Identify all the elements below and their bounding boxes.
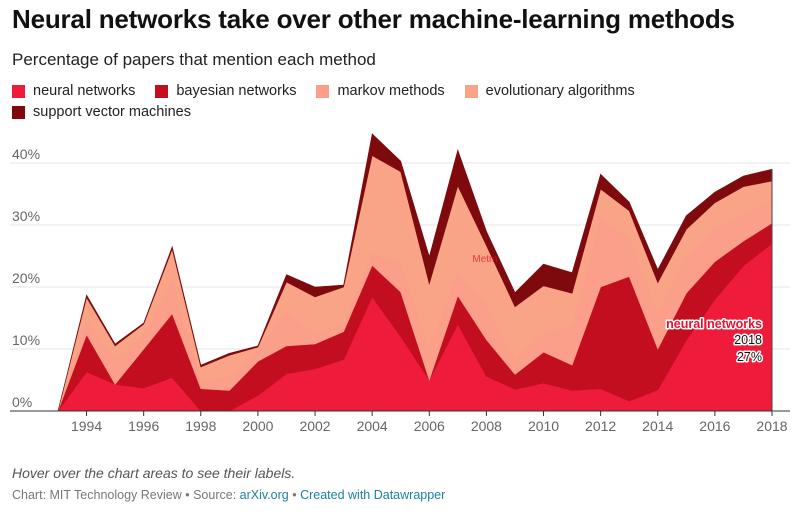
- legend-swatch: [12, 105, 25, 119]
- x-tick-label: 2018: [756, 418, 787, 434]
- legend-item-evolutionary-algorithms[interactable]: evolutionary algorithms: [464, 83, 635, 99]
- x-tick-label: 2008: [471, 418, 502, 434]
- footer-separator: •: [288, 488, 301, 502]
- annotation-value-label: 27%: [737, 350, 762, 364]
- annotation-year-label: 2018: [734, 333, 762, 347]
- series-areas: [57, 133, 773, 412]
- x-tick-label: 2014: [642, 418, 673, 434]
- x-tick-label: 2010: [528, 418, 559, 434]
- chart-title: Neural networks take over other machine-…: [12, 4, 735, 34]
- x-tick-label: 2012: [585, 418, 616, 434]
- legend-item-support-vector-machines[interactable]: support vector machines: [12, 104, 191, 120]
- x-tick-label: 2006: [414, 418, 445, 434]
- x-axis: 1994 1996 1998 2000 2002 2004 2006 2008 2010 2012…: [10, 410, 790, 434]
- y-tick-label: 10%: [12, 332, 40, 348]
- legend-swatch: [12, 84, 25, 98]
- source-link[interactable]: arXiv.org: [239, 488, 289, 502]
- x-tick-label: 2000: [242, 418, 273, 434]
- chart-note: Hover over the chart areas to see their …: [12, 465, 296, 481]
- x-tick-label: 1998: [185, 418, 216, 434]
- legend-swatch: [316, 84, 330, 98]
- legend-label: support vector machines: [33, 104, 191, 120]
- footer-separator: •: [181, 488, 194, 502]
- x-tick-label: 1996: [128, 418, 159, 434]
- y-tick-label: 20%: [12, 270, 40, 286]
- x-tick-label: 2016: [699, 418, 730, 434]
- legend-label: evolutionary algorithms: [485, 83, 635, 99]
- chart-credit: Chart: MIT Technology Review: [12, 488, 182, 502]
- y-tick-label: 30%: [12, 208, 40, 224]
- x-tick-label: 2004: [357, 418, 388, 434]
- y-tick-label: 40%: [12, 146, 40, 162]
- y-axis-tick-labels: 0% 10% 20% 30% 40%: [12, 146, 40, 410]
- x-tick-label: 1994: [71, 418, 102, 434]
- legend-swatch: [464, 84, 478, 98]
- hover-label: Metm: [472, 254, 497, 265]
- legend-label: bayesian networks: [176, 83, 297, 99]
- legend-swatch: [155, 84, 169, 98]
- annotation-series-label: neural networks: [666, 317, 762, 331]
- y-tick-label: 0%: [12, 394, 32, 410]
- legend-label: neural networks: [33, 83, 136, 99]
- legend-item-neural-networks[interactable]: neural networks: [12, 83, 135, 99]
- annotation: neural networks 2018 27% Metm: [472, 169, 773, 411]
- chart-footer: Chart: MIT Technology Review • Source: a…: [12, 488, 445, 502]
- legend-label: markov methods: [337, 83, 445, 99]
- legend-item-bayesian-networks[interactable]: bayesian networks: [155, 83, 296, 99]
- chart-subtitle: Percentage of papers that mention each m…: [12, 50, 376, 69]
- source-label: Source:: [193, 488, 240, 502]
- legend-item-markov-methods[interactable]: markov methods: [316, 83, 445, 99]
- legend: neural networks bayesian networks markov…: [12, 83, 772, 120]
- x-tick-label: 2002: [299, 418, 330, 434]
- datawrapper-link[interactable]: Created with Datawrapper: [300, 488, 446, 502]
